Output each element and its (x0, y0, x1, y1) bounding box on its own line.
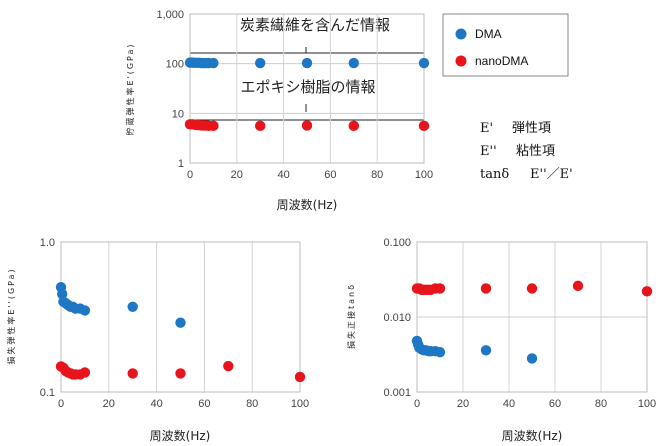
chart1-point-dma (301, 57, 313, 69)
chart1-point-dma (348, 57, 359, 69)
chart3-point-nanodma (641, 286, 653, 297)
note-desc-2: 粘性項 (516, 144, 555, 159)
loss-tangent-chart: 周波数(Hz) 損失正接tanδ 0 20 40 60 80 100 0.001 0.010 0… (346, 237, 656, 443)
chart3-point-dma (480, 345, 492, 356)
storage-modulus-chart: 炭素繊維を含んだ情報 エポキシ樹脂の情報 周波数(Hz) 貯蔵弾性率E'(GPa… (125, 9, 433, 212)
chart3-ylabel: 損失正接tanδ (346, 283, 356, 349)
chart1-xlabel: 周波数(Hz) (277, 197, 338, 212)
chart3-point-nanodma (434, 283, 446, 294)
legend-label-dma: DMA (475, 27, 502, 41)
chart2-xtick-label: 80 (246, 398, 258, 410)
chart2-ylabel: 損失弾性率E''(GPa) (6, 267, 16, 364)
chart2-ytick-label: 0.1 (40, 387, 55, 399)
chart3-point-nanodma (480, 283, 492, 294)
chart1-point-nanodma (348, 120, 359, 132)
chart2-point-nanodma (294, 371, 306, 383)
chart1-point-nanodma (208, 120, 219, 132)
chart3-point-nanodma (572, 280, 584, 292)
chart3-point-nanodma (526, 283, 538, 294)
bracket-carbon-fiber (189, 45, 425, 54)
chart1-ytick-label: 100 (166, 59, 184, 71)
legend-marker-dma (455, 28, 467, 40)
chart1-xtick-label: 0 (187, 169, 193, 181)
loss-modulus-chart: 周波数(Hz) 損失弾性率E''(GPa) 0 20 40 60 80 100 0.1 1.0 (6, 237, 309, 443)
chart2-point-dma (175, 317, 186, 328)
chart2-point-nanodma (79, 367, 91, 378)
chart3-xtick-label: 100 (638, 398, 656, 410)
chart2-point-nanodma (175, 368, 186, 379)
note-desc-1: 弾性項 (512, 121, 551, 136)
legend-marker-nanodma (455, 55, 467, 67)
chart2-point-nanodma (223, 360, 234, 372)
chart1-ytick-label: 1 (178, 158, 184, 170)
chart2-point-nanodma (127, 368, 138, 379)
note-term-3: tanδ (480, 167, 509, 182)
chart2-xtick-label: 40 (150, 398, 162, 410)
legend: DMA nanoDMA (442, 13, 569, 77)
chart2-point-dma (79, 305, 91, 316)
chart3-point-dma (434, 346, 446, 358)
chart1-xtick-label: 40 (277, 169, 289, 181)
chart1-frame (189, 13, 425, 164)
chart2-xtick-label: 0 (58, 398, 64, 410)
chart2-frame (60, 241, 301, 393)
chart3-xtick-label: 20 (457, 398, 469, 410)
note-term-2: E'' (480, 144, 497, 159)
chart3-xtick-label: 80 (595, 398, 607, 410)
chart1-ytick-label: 1,000 (156, 9, 184, 21)
chart1-point-dma (208, 57, 219, 69)
chart3-ytick-label: 0.010 (383, 312, 411, 324)
chart2-point-dma (127, 301, 138, 312)
note-desc-3: E''／E' (530, 167, 573, 182)
chart3-ytick-label: 0.100 (383, 237, 411, 249)
chart3-xtick-label: 60 (549, 398, 561, 410)
chart3-point-dma (526, 353, 538, 364)
chart3-xtick-label: 0 (414, 398, 420, 410)
chart2-xlabel: 周波数(Hz) (150, 428, 211, 443)
notes-block: E' 弾性項 E'' 粘性項 tanδ E''／E' (480, 121, 573, 182)
note-term-1: E' (480, 121, 493, 136)
legend-label-nanodma: nanoDMA (475, 54, 528, 68)
chart2-xtick-label: 60 (198, 398, 210, 410)
chart1-xtick-label: 80 (371, 169, 383, 181)
chart2-xtick-label: 20 (103, 398, 115, 410)
chart1-xtick-label: 100 (415, 169, 433, 181)
chart1-xtick-label: 20 (231, 169, 243, 181)
chart1-point-nanodma (301, 120, 313, 131)
chart1-point-nanodma (418, 120, 430, 132)
chart3-ytick-label: 0.001 (383, 387, 411, 399)
chart1-point-dma (255, 57, 266, 69)
chart3-xtick-label: 40 (503, 398, 515, 410)
chart2-xtick-label: 100 (291, 398, 309, 410)
chart1-point-nanodma (255, 120, 266, 132)
chart2-ytick-label: 1.0 (40, 237, 55, 249)
annotation-epoxy: エポキシ樹脂の情報 (240, 78, 375, 96)
annotation-carbon-fiber: 炭素繊維を含んだ情報 (240, 16, 390, 34)
chart1-point-dma (418, 57, 430, 69)
chart1-ylabel: 貯蔵弾性率E'(GPa) (125, 42, 135, 135)
chart3-frame (416, 241, 648, 393)
chart2-point-dma (56, 288, 68, 300)
chart1-ytick-label: 10 (172, 108, 184, 120)
chart3-xlabel: 周波数(Hz) (502, 428, 563, 443)
chart1-xtick-label: 60 (324, 169, 336, 181)
